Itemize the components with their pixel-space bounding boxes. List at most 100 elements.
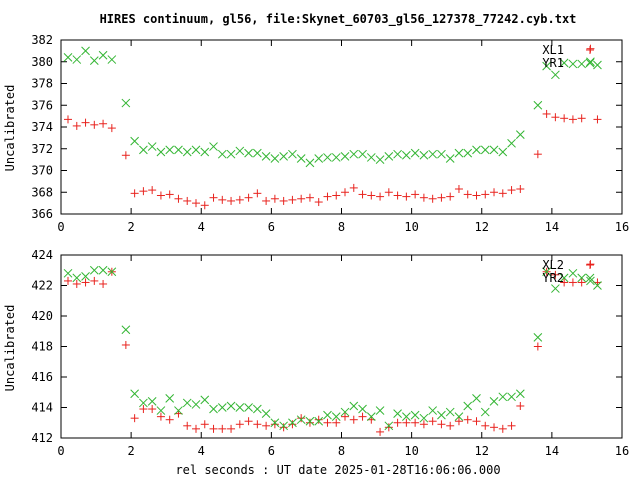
y-tick-label: 372 <box>31 142 53 156</box>
data-point-xl2 <box>577 278 586 287</box>
data-point-xl1 <box>568 115 577 124</box>
data-point-yr2 <box>498 392 508 402</box>
data-point-xl1 <box>288 195 297 204</box>
data-point-xl1 <box>64 115 73 124</box>
data-point-yr1 <box>410 148 420 158</box>
y-tick-label: 370 <box>31 164 53 178</box>
data-point-xl1 <box>472 191 481 200</box>
top-panel: Uncalibrated 0 2 4 6 8 10 12 14 16 366 368 370 372 37… <box>3 33 629 234</box>
data-point-xl1 <box>244 193 253 202</box>
y-tick-label: 422 <box>31 279 53 293</box>
data-point-yr2 <box>279 421 289 431</box>
data-point-xl2 <box>90 276 99 285</box>
data-point-yr1 <box>165 145 175 155</box>
data-point-xl1 <box>270 194 279 203</box>
data-point-xl2 <box>72 279 81 288</box>
data-point-yr1 <box>331 153 341 162</box>
legend-label: YR1 <box>542 56 564 70</box>
data-point-xl2 <box>411 418 420 427</box>
data-point-xl2 <box>332 418 341 427</box>
data-point-yr2 <box>305 416 315 426</box>
data-point-xl1 <box>139 187 148 196</box>
data-point-xl2 <box>64 276 73 285</box>
data-point-xl1 <box>402 192 411 201</box>
data-point-yr2 <box>72 273 82 283</box>
data-point-yr1 <box>515 130 525 139</box>
data-point-yr1 <box>244 148 253 158</box>
data-point-yr2 <box>480 407 490 417</box>
x-tick-label: 4 <box>198 220 205 234</box>
data-point-xl2 <box>139 405 148 414</box>
data-point-xl2 <box>454 417 463 426</box>
data-point-xl1 <box>297 194 306 203</box>
data-point-yr1 <box>107 55 117 64</box>
data-point-xl1 <box>218 195 227 204</box>
data-point-yr2 <box>340 407 350 417</box>
data-point-yr2 <box>586 276 595 286</box>
data-point-yr1 <box>358 149 367 159</box>
data-point-yr1 <box>480 145 490 155</box>
data-point-yr1 <box>156 147 166 157</box>
x-tick-label: 8 <box>338 444 345 458</box>
data-point-yr1 <box>226 149 236 159</box>
data-point-yr2 <box>139 398 148 408</box>
data-point-xl2 <box>384 423 393 432</box>
data-point-xl1 <box>349 183 358 192</box>
data-point-yr2 <box>182 398 192 408</box>
data-point-xl2 <box>446 421 455 430</box>
data-point-xl1 <box>428 194 437 203</box>
data-point-yr1 <box>393 149 402 159</box>
data-point-yr1 <box>593 60 602 70</box>
data-point-yr1 <box>366 153 376 162</box>
data-point-yr2 <box>252 404 262 414</box>
data-point-xl1 <box>227 196 236 205</box>
data-point-yr1 <box>252 148 262 158</box>
bottom-panel: Uncalibrated 0 2 4 6 8 10 12 14 16 412 414 416 418 42… <box>3 248 629 458</box>
data-point-yr1 <box>89 56 99 66</box>
data-point-xl1 <box>419 193 428 202</box>
data-point-xl2 <box>533 342 542 351</box>
x-tick-label: 2 <box>128 220 135 234</box>
data-point-xl1 <box>81 118 90 127</box>
legend-label: XL2 <box>542 258 564 272</box>
y-tick-label: 420 <box>31 309 53 323</box>
data-point-xl1 <box>314 198 323 207</box>
x-tick-label: 2 <box>128 444 135 458</box>
y-tick-label: 418 <box>31 340 53 354</box>
data-point-xl2 <box>279 423 288 432</box>
data-point-xl2 <box>218 424 227 433</box>
data-point-yr2 <box>515 389 525 399</box>
data-point-yr1 <box>349 149 359 159</box>
data-point-xl2 <box>270 420 279 429</box>
data-point-yr1 <box>235 146 245 156</box>
data-point-yr2 <box>428 406 438 415</box>
data-point-xl2 <box>516 401 525 410</box>
data-point-xl2 <box>323 418 332 427</box>
x-tick-label: 16 <box>615 220 629 234</box>
data-point-xl1 <box>156 191 165 200</box>
legend-marker <box>586 261 594 269</box>
data-point-xl1 <box>533 150 542 159</box>
data-point-yr2 <box>393 409 402 418</box>
x-tick-label: 14 <box>545 220 559 234</box>
data-point-yr2 <box>147 397 157 406</box>
data-point-yr1 <box>568 59 578 69</box>
data-point-xl1 <box>305 193 314 202</box>
data-point-yr1 <box>98 50 108 60</box>
data-point-yr2 <box>156 406 166 415</box>
data-point-xl2 <box>402 418 411 427</box>
data-point-yr1 <box>542 61 551 71</box>
data-point-xl2 <box>463 415 472 424</box>
data-point-xl1 <box>191 199 200 208</box>
data-point-xl2 <box>341 412 350 421</box>
data-point-yr1 <box>323 153 332 162</box>
data-point-xl2 <box>121 340 130 349</box>
x-tick-label: 0 <box>57 220 64 234</box>
data-point-yr2 <box>209 404 218 414</box>
data-point-yr2 <box>489 397 499 406</box>
data-point-yr1 <box>559 58 569 68</box>
data-point-xl1 <box>323 192 332 201</box>
data-point-xl2 <box>568 278 577 287</box>
x-tick-label: 6 <box>268 220 275 234</box>
data-point-yr2 <box>358 404 367 414</box>
